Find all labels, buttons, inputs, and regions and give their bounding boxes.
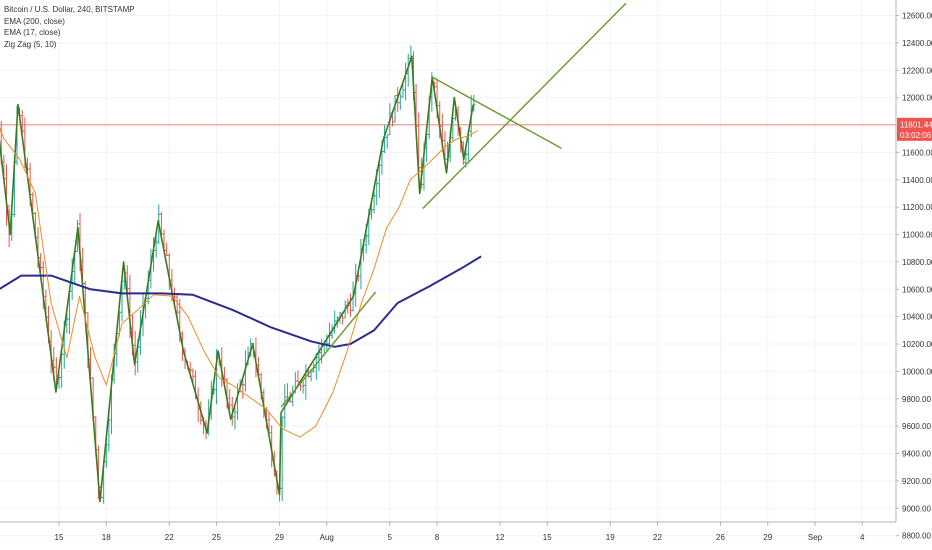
ohlc-bar: [301, 381, 305, 394]
grid: [0, 0, 896, 537]
y-tick-label: 11200.00: [902, 203, 932, 212]
y-tick-label: 11400.00: [902, 176, 932, 185]
y-tick-label: 9000.00: [902, 504, 931, 513]
ohlc-bar: [348, 293, 352, 317]
x-tick-label: 25: [212, 533, 221, 542]
y-tick-label: 11000.00: [902, 231, 932, 240]
x-tick-label: 8: [435, 533, 440, 542]
x-tick-label: 26: [716, 533, 725, 542]
x-axis: 15 18 22 25 29 Aug 5 8 12 15 19 22 26 29 Sep 4: [0, 521, 896, 542]
ohlc-bar: [296, 370, 300, 383]
y-tick-label: 9400.00: [902, 450, 931, 459]
y-tick-label: 12000.00: [902, 94, 932, 103]
y-tick-label: 12200.00: [902, 66, 932, 75]
triangle-lower-line: [422, 2, 627, 209]
zigzag-line: [0, 55, 474, 503]
indicator-lines: [0, 2, 627, 503]
trend-line: [280, 291, 377, 408]
x-tick-label: 18: [102, 533, 111, 542]
x-tick-label: Aug: [320, 533, 334, 542]
y-tick-label: 9600.00: [902, 422, 931, 431]
x-tick-label: 5: [388, 533, 393, 542]
x-tick-label: 4: [860, 533, 865, 542]
x-tick-label: 12: [496, 533, 505, 542]
y-tick-label: 12600.00: [902, 12, 932, 21]
x-tick-label: 22: [165, 533, 174, 542]
symbol-title[interactable]: Bitcoin / U.S. Dollar, 240, BITSTAMP: [4, 5, 135, 14]
y-tick-label: 11600.00: [902, 148, 932, 157]
ohlc-bar: [304, 364, 308, 400]
indicator-ema200[interactable]: EMA (200, close): [4, 16, 65, 26]
ohlc-bar: [165, 242, 169, 257]
price-badge-bg: [897, 117, 932, 141]
indicator-zigzag[interactable]: Zig Zag (5, 10): [4, 39, 57, 49]
ohlc-bar: [404, 62, 408, 101]
ema17-line: [0, 127, 479, 438]
y-tick-label: 10200.00: [902, 340, 932, 349]
chart-legend: Bitcoin / U.S. Dollar, 240, BITSTAMP EMA…: [4, 4, 135, 50]
ohlc-bar: [398, 93, 402, 110]
y-tick-label: 10800.00: [902, 258, 932, 267]
x-tick-label: 29: [763, 533, 772, 542]
y-tick-label: 9800.00: [902, 395, 931, 404]
ema200-line: [0, 255, 482, 348]
ohlc-bar: [333, 310, 337, 334]
price-badge-value: 11801.44: [900, 120, 932, 129]
indicator-ema17[interactable]: EMA (17, close): [4, 28, 61, 37]
y-axis: 8800.00 9000.00 9200.00 9400.00 9600.00 9800.…: [895, 0, 932, 541]
x-tick-label: 15: [55, 533, 64, 542]
y-tick-label: 9200.00: [902, 477, 931, 486]
y-tick-label: 10000.00: [902, 367, 932, 376]
y-tick-label: 8800.00: [902, 532, 931, 541]
ohlc-bar: [385, 134, 389, 149]
y-tick-label: 12400.00: [902, 39, 932, 48]
x-tick-label: 22: [653, 533, 662, 542]
x-tick-label: 29: [275, 533, 284, 542]
price-badge: 11801.44 03:02:06: [897, 117, 932, 141]
price-badge-countdown: 03:02:06: [900, 131, 932, 140]
x-tick-label: Sep: [808, 533, 823, 542]
x-tick-label: 19: [606, 533, 615, 542]
x-tick-label: 15: [543, 533, 552, 542]
triangle-upper-line: [431, 76, 562, 149]
y-tick-label: 10600.00: [902, 285, 932, 294]
y-tick-label: 10400.00: [902, 313, 932, 322]
